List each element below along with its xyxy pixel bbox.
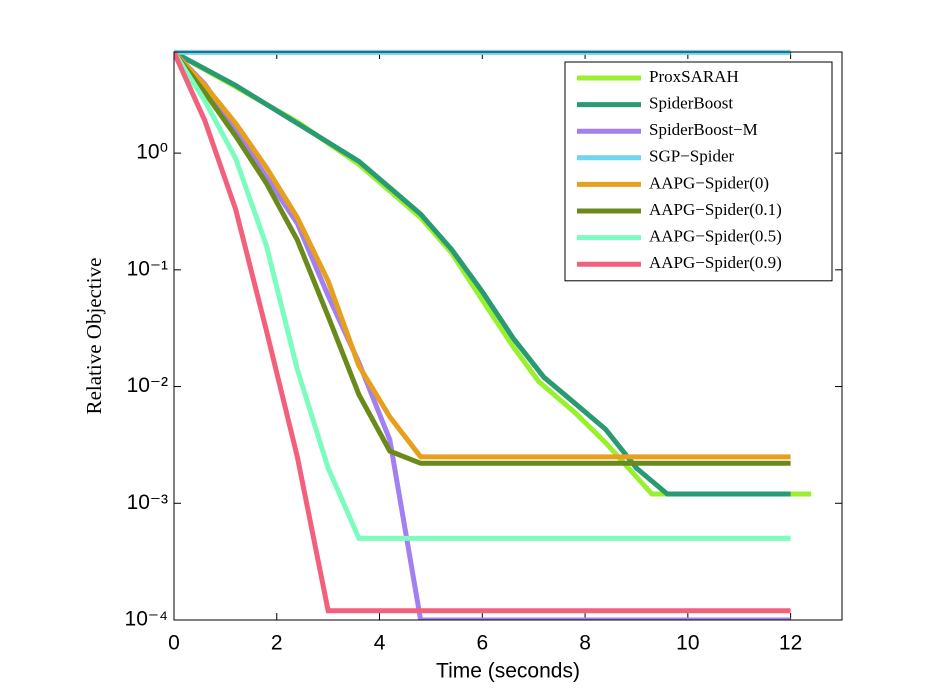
y-tick-label: 10⁻⁴ [125,608,168,631]
x-tick-label: 2 [271,632,283,655]
legend-label: AAPG−Spider(0.5) [649,227,782,246]
legend-label: SGP−Spider [649,147,734,166]
legend-box [564,61,833,282]
series-line [174,50,791,466]
x-axis-label: Time (seconds) [436,660,580,683]
legend-label: SpiderBoost−M [649,120,758,139]
y-axis-label: Relative Objective [82,258,106,415]
y-tick-label: 10⁻² [127,374,168,397]
x-tick-label: 0 [168,632,180,655]
y-tick-label: 10⁻¹ [127,257,168,280]
series-line [174,50,791,460]
legend-label: AAPG−Spider(0.9) [649,253,782,272]
y-tick-label: 10⁻³ [127,491,168,514]
legend-label: AAPG−Spider(0.1) [649,200,782,219]
plot-frame [173,51,843,621]
x-tick-label: 10 [676,632,699,655]
x-tick-label: 12 [779,632,802,655]
series-line [174,51,791,541]
y-tick-label: 10⁰ [136,141,168,164]
legend-label: SpiderBoost [649,94,733,113]
x-tick-label: 6 [476,632,488,655]
legend-label: ProxSARAH [649,67,739,86]
legend-label: AAPG−Spider(0) [649,173,769,192]
x-tick-label: 4 [374,632,386,655]
x-tick-label: 8 [579,632,591,655]
series-line [174,51,791,614]
